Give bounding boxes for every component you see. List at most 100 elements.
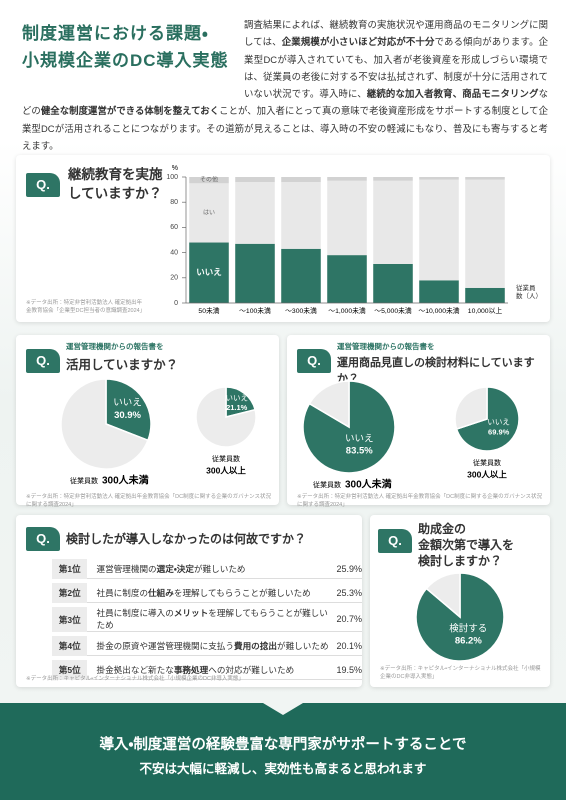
- y-tick-label: 80: [170, 199, 178, 206]
- q-badge: Q.: [26, 173, 60, 197]
- card-title: 助成金の 金額次第で導入を 検討しますか？: [418, 521, 514, 569]
- ranking-table: 第1位 運営管理機関の選定・決定が難しいため 25.9% 第2位 社員に制度の仕組みを理…: [52, 555, 362, 684]
- card: Q. 運営管理機関からの報告書を 運用商品見直しの検討材料にしていますか？ いい…: [287, 335, 550, 508]
- card-title: 活用していますか？: [66, 358, 179, 372]
- caption-label: 従業員数: [313, 480, 341, 489]
- table-row: 第1位 運営管理機関の選定・決定が難しいため 25.9%: [52, 559, 362, 579]
- text-run: 掛金拠出など新たな: [96, 664, 174, 675]
- rank-cell: 第3位: [52, 607, 88, 632]
- text-run: ことが、加入者にとって真の意味で老後資産形成をサポートする制度として企業型DCが…: [22, 105, 548, 152]
- emphasis: 健全な制度運営ができる体制を整えておく: [40, 105, 220, 117]
- share-cell: 19.5%: [332, 660, 362, 680]
- slice-label: いいえ: [113, 398, 142, 409]
- y-tick-label: 20: [170, 275, 178, 282]
- chart: 検討する 86.2%: [415, 572, 505, 662]
- share-cell: 20.1%: [332, 636, 362, 656]
- series-label: その他: [200, 176, 218, 184]
- x-tick-label: ～10,000未満: [418, 306, 459, 315]
- caption-value: 300人未満: [102, 474, 149, 487]
- y-axis-label: %: [172, 165, 178, 172]
- table-row: 第2位 社員に制度の仕組みを理解してもらうことが難しいため 25.3%: [52, 583, 362, 603]
- text-run: 社員に制度の: [96, 587, 149, 598]
- intro-paragraph: 調査結果によれば、継続教育の実施状況や運用商品のモニタリングに関しては、企業規模…: [22, 16, 548, 154]
- x-tick-label: ～100未満: [239, 306, 271, 315]
- pie-slice: [60, 378, 149, 470]
- x-tick-label: ～1,000未満: [328, 306, 366, 315]
- bar-segment: [373, 180, 413, 264]
- card: Q. 継続教育を実施 していますか？ ※データ出所：特定非営利活動法人 確定拠出…: [16, 155, 550, 322]
- title-line: 小規模企業のDC導入実態: [22, 51, 229, 70]
- q-badge: Q.: [26, 527, 60, 551]
- bar-segment: [419, 280, 459, 303]
- emphasis: 企業規模が小さいほど対応が不十分: [281, 36, 435, 48]
- emphasis: 継続的な加入者教育、商品モニタリング: [366, 88, 539, 100]
- caption-value: 300人未満: [345, 478, 392, 491]
- text-run: が難しいため: [276, 640, 329, 651]
- y-tick-label: 100: [166, 174, 178, 181]
- caption-label: 従業員数: [70, 476, 98, 485]
- reason-cell: 社員に制度に導入のメリットを理解してもらうことが難しいため: [87, 607, 333, 632]
- reason-cell: 掛金の原資や運営管理機関に支払う費用の捻出が難しいため: [87, 636, 333, 656]
- bar-segment: [373, 177, 413, 181]
- title-line: 金額次第で導入を: [418, 538, 515, 552]
- q-badge: Q.: [378, 529, 412, 553]
- bar-segment: [281, 248, 321, 303]
- pie-slice: [455, 386, 520, 452]
- slice-value: 21.1%: [226, 403, 248, 412]
- card: Q. 運営管理機関からの報告書を 活用していますか？ いいえ 30.9% 従業員数 3…: [16, 335, 279, 508]
- rank-cell: 第5位: [52, 660, 88, 680]
- slice-label: いいえ: [487, 418, 510, 427]
- bar-segment: [189, 183, 229, 243]
- rank-cell: 第4位: [52, 636, 88, 656]
- y-tick-label: 0: [174, 300, 178, 307]
- bar-segment: [235, 243, 275, 303]
- text-run: が難しいため: [193, 563, 246, 574]
- y-tick-label: 40: [170, 249, 178, 256]
- bar-segment: [327, 177, 367, 181]
- bar-segment: [189, 177, 229, 184]
- rank-cell: 第2位: [52, 583, 88, 603]
- card-subtitle: 運営管理機関からの報告書を: [337, 342, 435, 351]
- table-row: 第4位 掛金の原資や運営管理機関に支払う費用の捻出が難しいため 20.1%: [52, 636, 362, 656]
- text-run: への対応が難しいため: [208, 664, 295, 675]
- series-label: はい: [203, 209, 215, 216]
- bar-segment: [419, 177, 459, 180]
- bar-segment: [419, 179, 459, 281]
- text-run: 運営管理機関の: [96, 563, 157, 574]
- text-run: などの: [22, 88, 548, 117]
- emphasis: 仕組み: [148, 587, 174, 598]
- text-run: 掛金の原資や運営管理機関に支払う: [96, 640, 234, 651]
- footer-text: 導入・制度運営の経験豊富な専門家がサポートすることで 不安は大幅に軽減し、実効性…: [0, 733, 566, 781]
- title-line: 助成金の: [418, 522, 467, 536]
- pie-slice: [425, 572, 461, 619]
- q-badge: Q.: [26, 349, 60, 373]
- title-line: 制度運営における課題・: [22, 24, 209, 43]
- source-note: ※データ出所：特定非営利活動法人 確定拠出年金教育協会「DC制度に関する企業のガ…: [26, 494, 271, 508]
- card: Q. 助成金の 金額次第で導入を 検討しますか？ 検討する 86.2% ※データ出…: [370, 515, 550, 687]
- rank-cell: 第1位: [52, 559, 88, 579]
- emphasis: メリット: [173, 608, 209, 618]
- footer: 導入・制度運営の経験豊富な専門家がサポートすることで 不安は大幅に軽減し、実効性…: [0, 703, 566, 800]
- bar-segment: [281, 177, 321, 183]
- bar-segment: [465, 179, 505, 288]
- footer-notch: [263, 703, 303, 715]
- x-axis-label: 従業員数（人）: [516, 285, 542, 300]
- slice-label: いいえ: [345, 433, 374, 444]
- source-note: ※データ出所：キャピタル・インターナショナル株式会社「小規模企業のDC非導入実態…: [26, 676, 244, 682]
- caption-label: 従業員数: [473, 458, 501, 467]
- bar-segment: [327, 180, 367, 256]
- slice-value: 83.5%: [346, 446, 373, 457]
- source-note: ※データ出所：キャピタル・インターナショナル株式会社「小規模企業のDC非導入実態…: [380, 666, 541, 680]
- emphasis: 事務処理: [173, 664, 209, 675]
- source-note: ※データ出所：特定非営利活動法人 確定拠出年金教育協会「企業型DC担当者の意識調…: [26, 300, 146, 314]
- q-badge: Q.: [297, 349, 331, 373]
- bar-segment: [327, 255, 367, 303]
- card-subtitle: 運営管理機関からの報告書を: [66, 342, 164, 351]
- caption-value: 300人以上: [206, 465, 246, 475]
- header: 制度運営における課題・ 小規模企業のDC導入実態 調査結果によれば、継続教育の実…: [22, 16, 548, 154]
- share-cell: 25.3%: [332, 583, 362, 603]
- bar-segment: [373, 263, 413, 303]
- table-row: 第3位 社員に制度に導入のメリットを理解してもらうことが難しいため 20.7%: [52, 607, 362, 632]
- title-line: 継続教育を実施: [68, 167, 163, 182]
